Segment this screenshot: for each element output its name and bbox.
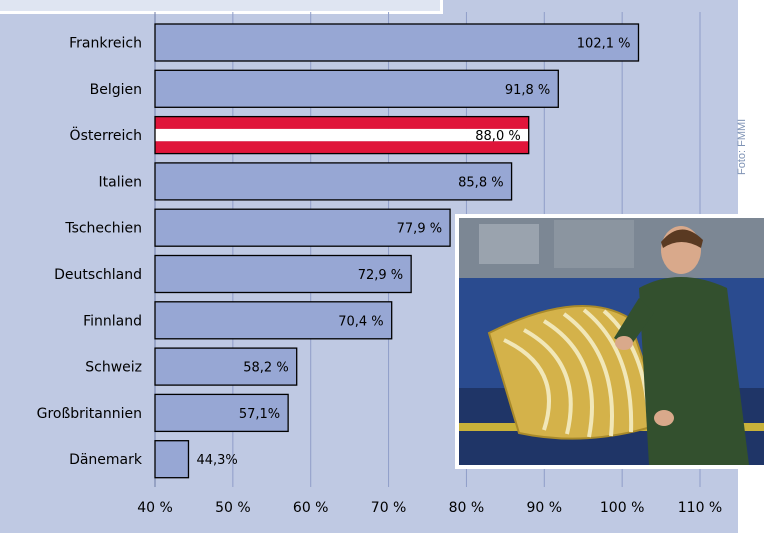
x-tick-label: 110 %	[678, 500, 722, 516]
x-tick-label: 60 %	[293, 500, 329, 516]
x-tick-label: 80 %	[449, 500, 485, 516]
value-label: 58,2 %	[243, 361, 288, 376]
category-label: Dänemark	[69, 452, 143, 468]
value-label: 85,8 %	[458, 175, 503, 190]
bar	[154, 393, 289, 433]
bar-stripe-white	[155, 128, 529, 142]
bar	[154, 301, 393, 340]
bar	[154, 115, 530, 155]
worker-with-heating-mat-icon	[459, 218, 764, 465]
bar	[154, 440, 190, 479]
category-label: Deutschland	[54, 267, 142, 283]
category-label: Tschechien	[64, 221, 142, 237]
bar-stripe-red-bottom	[155, 141, 529, 154]
bar-stripe-red-top	[155, 116, 529, 129]
bar	[154, 23, 640, 62]
category-label: Schweiz	[85, 360, 142, 376]
x-tick-label: 100 %	[600, 500, 644, 516]
value-label: 77,9 %	[397, 222, 442, 237]
x-tick-label: 90 %	[526, 500, 562, 516]
value-label: 88,0 %	[475, 129, 520, 144]
category-label: Frankreich	[69, 36, 142, 52]
header-tab	[0, 0, 443, 14]
value-label: 57,1%	[239, 407, 280, 422]
value-label: 44,3%	[196, 453, 237, 468]
worker-photo	[459, 218, 764, 465]
bar	[154, 69, 559, 108]
value-label: 91,8 %	[505, 83, 550, 98]
category-label: Großbritannien	[37, 406, 142, 422]
value-label: 102,1 %	[577, 37, 631, 52]
bar	[154, 347, 298, 386]
photo-credit: Foto: FMMI	[736, 118, 748, 175]
x-tick-label: 40 %	[137, 500, 173, 516]
category-label: Finnland	[83, 313, 142, 329]
category-label: Österreich	[70, 126, 142, 144]
category-label: Belgien	[90, 82, 142, 98]
photo-frame	[455, 214, 768, 469]
x-tick-label: 70 %	[371, 500, 407, 516]
bar	[154, 208, 451, 247]
x-tick-label: 50 %	[215, 500, 251, 516]
bar	[154, 254, 412, 294]
bar	[154, 162, 513, 201]
category-label: Italien	[99, 174, 142, 190]
value-label: 72,9 %	[358, 268, 403, 283]
value-label: 70,4 %	[338, 314, 383, 329]
